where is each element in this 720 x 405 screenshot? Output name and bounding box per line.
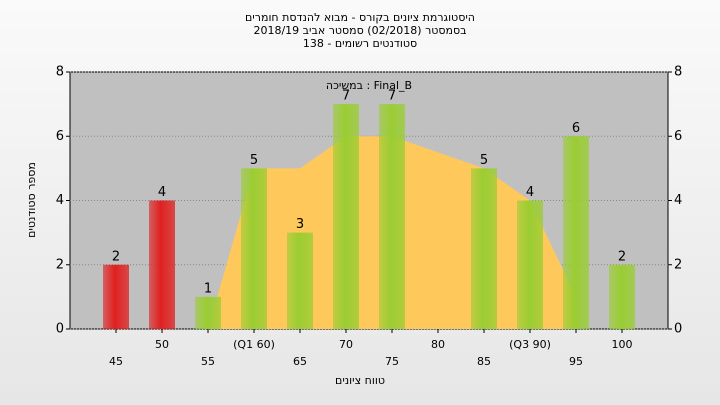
- title-line: סטודנטים רשומים - 138: [303, 37, 417, 50]
- y2-tick-label: 4: [674, 193, 682, 208]
- y-tick-label: 2: [56, 257, 64, 272]
- bar: [241, 168, 267, 329]
- x-tick-label: 45: [109, 355, 123, 368]
- bar: [517, 200, 543, 329]
- bar: [195, 296, 221, 329]
- value-label: 7: [388, 89, 396, 104]
- bar: [103, 264, 129, 329]
- value-label: 4: [158, 185, 166, 200]
- y-tick-label: 0: [56, 322, 64, 337]
- bar: [149, 200, 175, 329]
- value-label: 6: [572, 121, 580, 136]
- x-tick-label: 55: [201, 355, 215, 368]
- x-tick-label: 95: [569, 355, 583, 368]
- x-tick-label: (Q1 60): [233, 338, 275, 351]
- x-tick-label: (Q3 90): [509, 338, 551, 351]
- y-tick-label: 6: [56, 129, 64, 144]
- title-line: היסטוגרמת ציונים בקורס - מבוא להנדסת חומ…: [245, 11, 475, 24]
- value-label: 4: [526, 185, 534, 200]
- x-tick-label: 80: [431, 338, 445, 351]
- x-tick-label: 65: [293, 355, 307, 368]
- value-label: 7: [342, 89, 350, 104]
- bar: [609, 264, 635, 329]
- y-tick-label: 4: [56, 193, 64, 208]
- x-tick-label: 70: [339, 338, 353, 351]
- y2-tick-label: 6: [674, 129, 682, 144]
- x-tick-label: 85: [477, 355, 491, 368]
- x-axis-label: טווח ציונים: [335, 374, 385, 387]
- y-axis-label: מספר סטודנטים: [25, 162, 38, 238]
- y2-tick-label: 0: [674, 322, 682, 337]
- y-tick-label: 8: [56, 65, 64, 80]
- value-label: 1: [204, 281, 212, 296]
- y2-tick-label: 8: [674, 65, 682, 80]
- bar: [333, 104, 359, 329]
- x-tick-label: 100: [612, 338, 633, 351]
- value-label: 5: [250, 153, 258, 168]
- value-label: 5: [480, 153, 488, 168]
- x-tick-label: 75: [385, 355, 399, 368]
- y2-tick-label: 2: [674, 257, 682, 272]
- value-label: 3: [296, 217, 304, 232]
- value-label: 2: [112, 249, 120, 264]
- annotation: במשיכה : Final_B: [326, 79, 412, 92]
- bar: [471, 168, 497, 329]
- bar: [287, 232, 313, 329]
- title-line: בסמסטר (02/2018) סמסטר אביב 2018/19: [253, 24, 466, 37]
- x-tick-label: 50: [155, 338, 169, 351]
- value-label: 2: [618, 249, 626, 264]
- bar: [379, 104, 405, 329]
- bar: [563, 136, 589, 329]
